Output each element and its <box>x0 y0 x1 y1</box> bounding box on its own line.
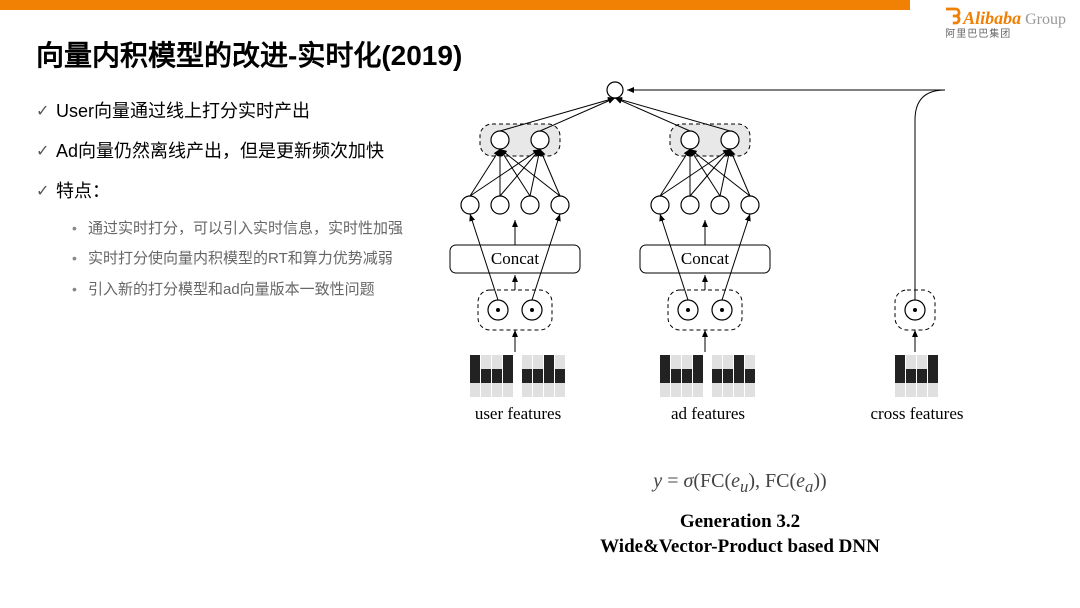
fcell-dark <box>522 369 532 383</box>
top-accent-bar <box>0 0 910 10</box>
node-aL2b <box>721 131 739 149</box>
node-dot <box>686 308 690 312</box>
diagram-formula: y = σ(FC(eu), FC(ea)) <box>420 470 1060 497</box>
fcell-dark <box>544 355 554 369</box>
diagram-svg: Concat Concat user features ad features cros… <box>420 70 1060 490</box>
bullet-l1: User向量通过线上打分实时产出 <box>36 98 416 126</box>
bullet-l2: 引入新的打分模型和ad向量版本一致性问题 <box>66 279 416 302</box>
fcell-dark <box>492 369 502 383</box>
fcell-dark <box>745 369 755 383</box>
feature-label: cross features <box>871 404 964 423</box>
fcell-dark <box>693 369 703 383</box>
fcell-dark <box>906 369 916 383</box>
fc-edge <box>660 149 690 196</box>
edge <box>615 98 730 131</box>
brand-logo: ᘊAlibaba Group 阿里巴巴集团 <box>945 6 1066 40</box>
fcell-dark <box>734 369 744 383</box>
fcell-dark <box>693 355 703 369</box>
fcell-dark <box>503 369 513 383</box>
fcell-dark <box>470 355 480 369</box>
fcell-dark <box>660 355 670 369</box>
fcell-dark <box>481 369 491 383</box>
node-dot <box>720 308 724 312</box>
fcell-dark <box>682 369 692 383</box>
architecture-diagram: Concat Concat user features ad features cros… <box>420 70 1060 590</box>
bullet-l1: Ad向量仍然离线产出，但是更新频次加快 <box>36 138 416 166</box>
brand-ali: Alibaba <box>963 8 1021 28</box>
node-aL1c <box>711 196 729 214</box>
node-dot <box>913 308 917 312</box>
node-uL2b <box>531 131 549 149</box>
fcell-dark <box>660 369 670 383</box>
feature-label: user features <box>475 404 561 423</box>
node-aL1d <box>741 196 759 214</box>
fcell-dark <box>503 355 513 369</box>
fcell-dark <box>928 355 938 369</box>
edge <box>540 98 615 131</box>
node-out <box>607 82 623 98</box>
node-aL2a <box>681 131 699 149</box>
feature-label: ad features <box>671 404 745 423</box>
concat-a-label: Concat <box>681 249 729 268</box>
bullet-l2: 实时打分使向量内积模型的RT和算力优势减弱 <box>66 248 416 271</box>
brand-group: Group <box>1021 11 1066 28</box>
fcell-dark <box>470 369 480 383</box>
brand-cn: 阿里巴巴集团 <box>945 30 1066 40</box>
caption-line2: Wide&Vector-Product based DNN <box>600 536 880 557</box>
fcell-dark <box>544 369 554 383</box>
body-text: User向量通过线上打分实时产出 Ad向量仍然离线产出，但是更新频次加快 特点：… <box>36 98 416 309</box>
fcell-dark <box>734 355 744 369</box>
diagram-caption: Generation 3.2 Wide&Vector-Product based… <box>420 510 1060 559</box>
node-uL1b <box>491 196 509 214</box>
node-uL1a <box>461 196 479 214</box>
node-uL1c <box>521 196 539 214</box>
edge <box>500 98 615 131</box>
node-dot <box>496 308 500 312</box>
node-dot <box>530 308 534 312</box>
concat-u-label: Concat <box>491 249 539 268</box>
fcell-dark <box>712 369 722 383</box>
fcell-dark <box>671 369 681 383</box>
node-aL1b <box>681 196 699 214</box>
fc-edge <box>470 149 500 196</box>
fcell-dark <box>917 369 927 383</box>
node-aL1a <box>651 196 669 214</box>
caption-line1: Generation 3.2 <box>680 511 800 532</box>
bullet-l2: 通过实时打分，可以引入实时信息，实时性加强 <box>66 218 416 241</box>
fcell-dark <box>928 369 938 383</box>
fcell-dark <box>895 369 905 383</box>
node-uL2a <box>491 131 509 149</box>
edge <box>615 98 690 131</box>
fcell-dark <box>555 369 565 383</box>
bullet-l1: 特点： <box>36 178 416 206</box>
node-uL1d <box>551 196 569 214</box>
fcell-dark <box>895 355 905 369</box>
fcell-dark <box>533 369 543 383</box>
fcell-dark <box>723 369 733 383</box>
page-title: 向量内积模型的改进-实时化(2019) <box>36 34 462 74</box>
